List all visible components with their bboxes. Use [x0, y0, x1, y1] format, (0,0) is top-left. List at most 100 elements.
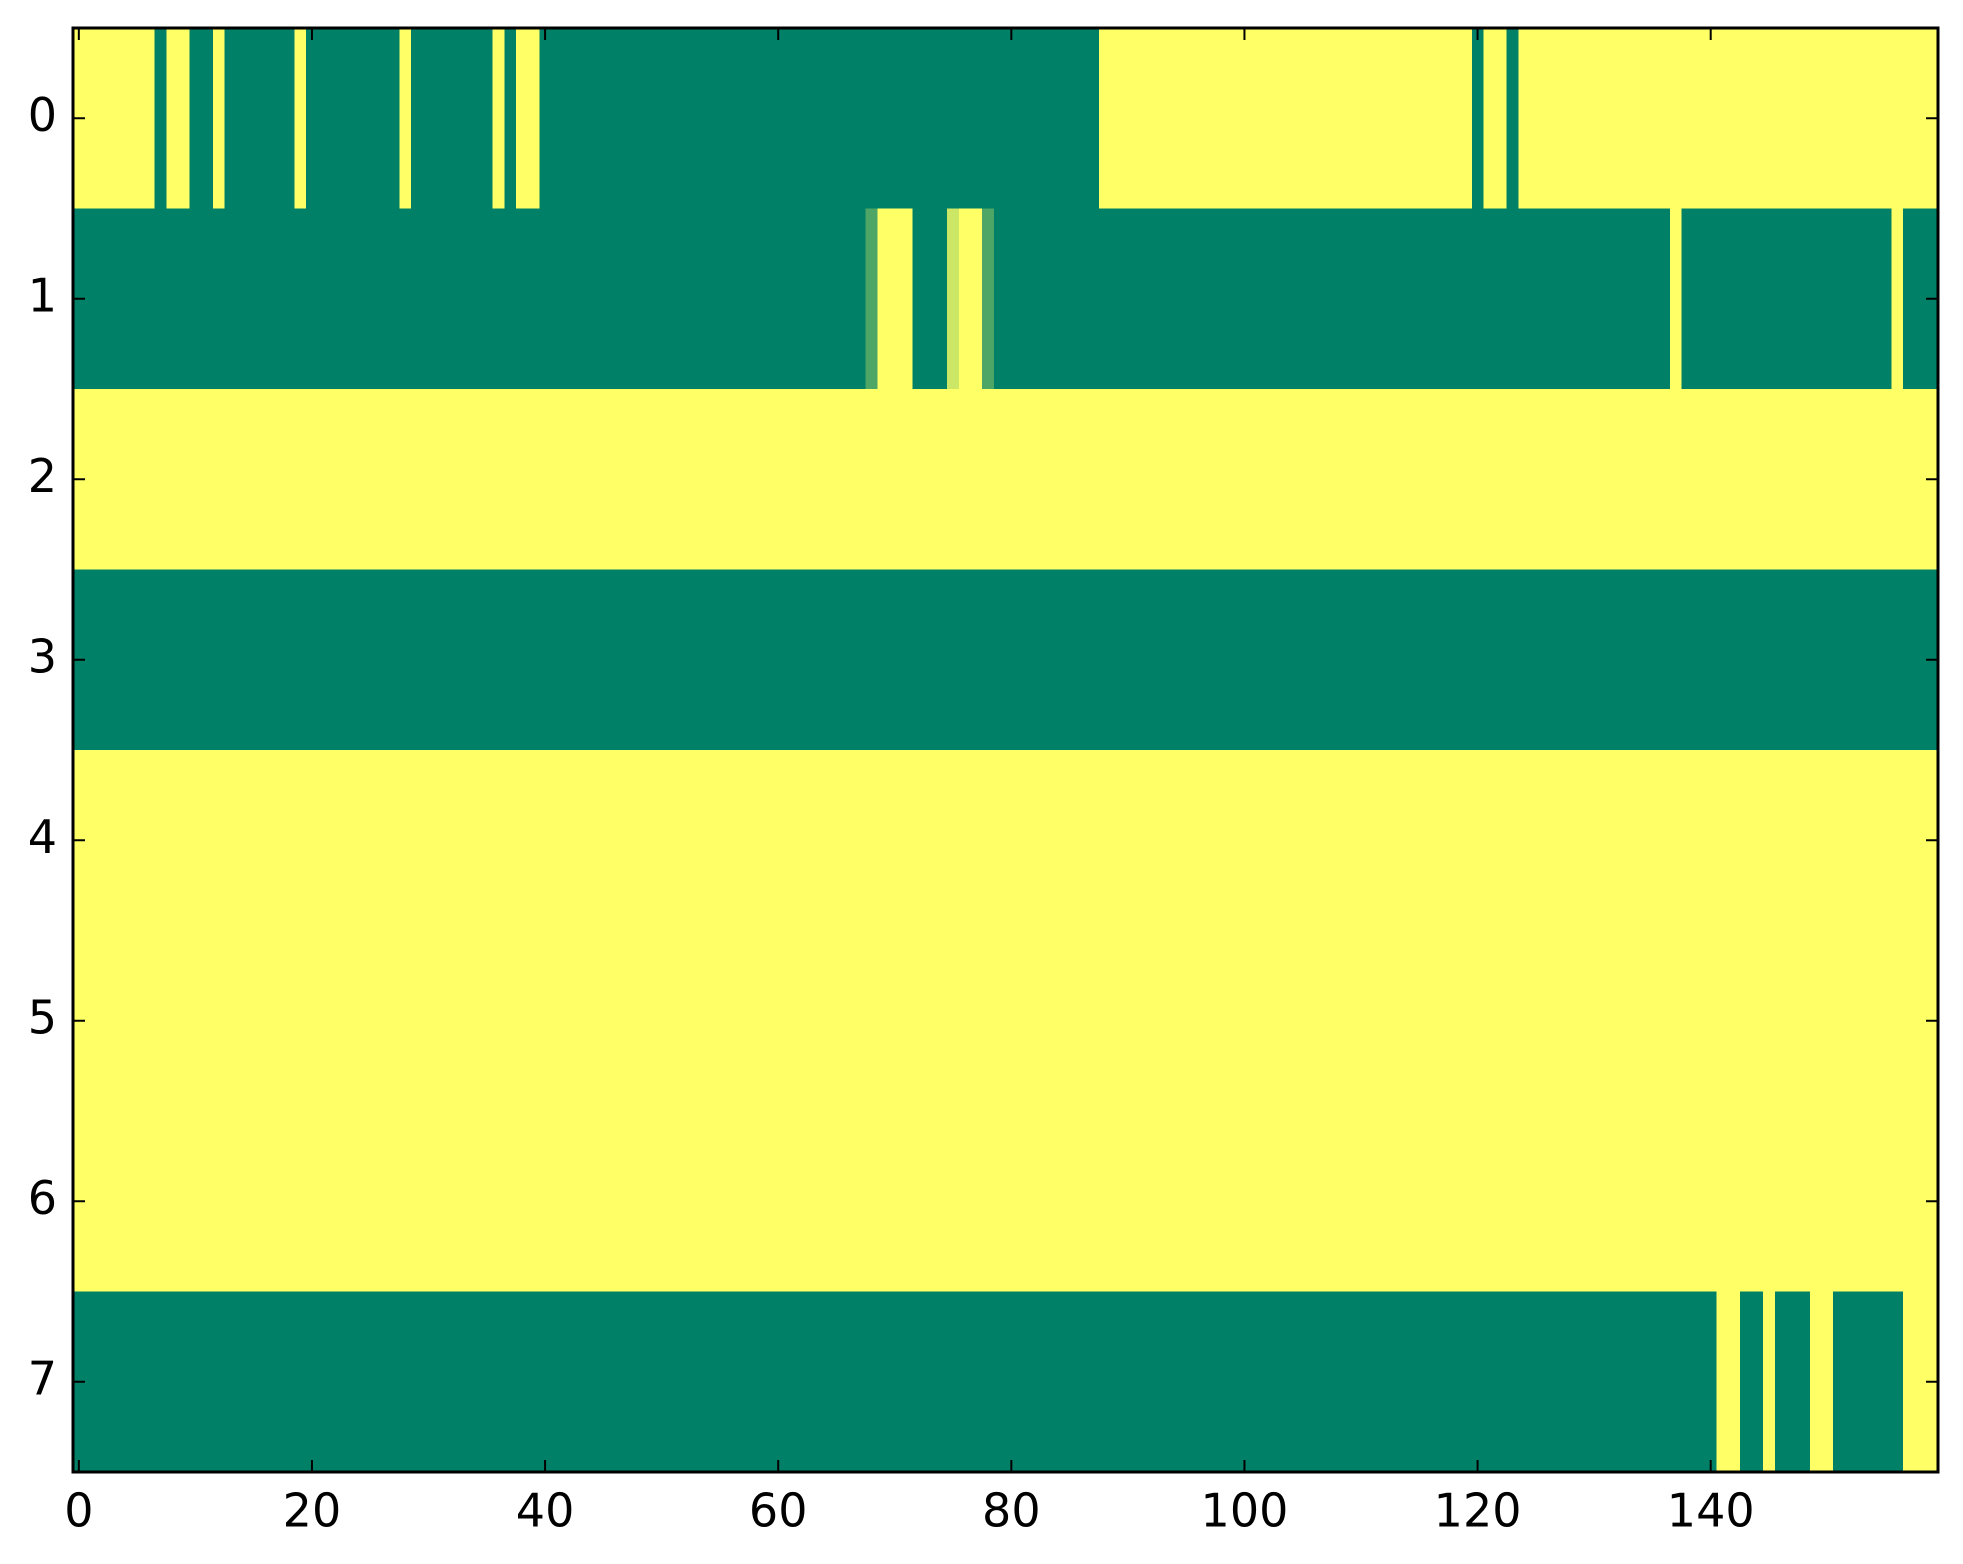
heatmap-cell [1378, 1111, 1391, 1293]
heatmap-cell [1448, 930, 1461, 1112]
heatmap-cell [317, 750, 331, 932]
heatmap-cell [1075, 389, 1088, 571]
heatmap-cell [1378, 28, 1391, 210]
heatmap-cell [329, 28, 342, 210]
heatmap-cell [550, 569, 564, 751]
heatmap-cell [1413, 1291, 1426, 1473]
heatmap-cell [364, 750, 377, 932]
heatmap-cell [784, 1111, 797, 1293]
heatmap-cell [1192, 389, 1205, 571]
heatmap-cell [1821, 750, 1834, 932]
heatmap-cell [807, 208, 820, 390]
heatmap-cell [795, 930, 808, 1112]
heatmap-cell [457, 208, 470, 390]
heatmap-cell [1891, 28, 1904, 210]
heatmap-cell [399, 208, 412, 390]
heatmap-cell [1238, 930, 1251, 1112]
heatmap-cell [1495, 208, 1508, 390]
heatmap-cell [1168, 930, 1181, 1112]
heatmap-cell [271, 389, 284, 571]
heatmap-cell [690, 28, 704, 210]
heatmap-cell [1180, 1291, 1193, 1473]
heatmap-cell [1821, 930, 1834, 1112]
heatmap-cell [667, 208, 680, 390]
heatmap-cell [422, 1291, 435, 1473]
heatmap-cell [1285, 208, 1298, 390]
heatmap-cell [1133, 1111, 1146, 1293]
heatmap-cell [1110, 930, 1123, 1112]
heatmap-cell [795, 569, 808, 751]
heatmap-cell [679, 389, 692, 571]
heatmap-cell [1506, 1291, 1519, 1473]
heatmap-cell [1192, 208, 1205, 390]
heatmap-cell [282, 750, 296, 932]
heatmap-cell [1355, 569, 1368, 751]
heatmap-cell [1436, 750, 1450, 932]
heatmap-cell [550, 208, 564, 390]
heatmap-cell [947, 1111, 960, 1293]
heatmap-cell [1763, 208, 1776, 390]
heatmap-cell [1763, 1291, 1776, 1473]
heatmap-cell [119, 930, 132, 1112]
heatmap-cell [912, 930, 925, 1112]
heatmap-cell [1728, 28, 1741, 210]
heatmap-cell [446, 1291, 459, 1473]
heatmap-cell [236, 750, 249, 932]
heatmap-cell [539, 208, 552, 390]
heatmap-cell [1413, 208, 1426, 390]
heatmap-cell [574, 389, 587, 571]
heatmap-cell [1868, 208, 1881, 390]
heatmap-cell [1180, 930, 1193, 1112]
heatmap-cell [1739, 28, 1753, 210]
heatmap-cell [236, 1111, 249, 1293]
heatmap-cell [947, 569, 960, 751]
heatmap-cell [912, 569, 925, 751]
heatmap-cell [480, 28, 494, 210]
heatmap-cell [411, 1291, 424, 1473]
heatmap-cell [201, 1111, 214, 1293]
heatmap-cell [912, 28, 925, 210]
heatmap-cell [177, 28, 191, 210]
heatmap-cell [1226, 28, 1240, 210]
heatmap-cell [504, 1111, 517, 1293]
heatmap-cell [1471, 569, 1485, 751]
heatmap-cell [819, 389, 832, 571]
heatmap-cell [644, 930, 657, 1112]
heatmap-cell [1343, 1291, 1356, 1473]
heatmap-cell [1739, 1291, 1753, 1473]
heatmap-cell [434, 930, 447, 1112]
heatmap-cell [807, 1111, 820, 1293]
heatmap-cell [1693, 569, 1706, 751]
heatmap-cell [1436, 930, 1450, 1112]
heatmap-cell [1215, 569, 1228, 751]
heatmap-cell [1285, 1291, 1298, 1473]
heatmap-cell [609, 389, 622, 571]
heatmap-cell [1087, 1111, 1100, 1293]
heatmap-cell [585, 389, 599, 571]
heatmap-cell [1063, 1111, 1077, 1293]
heatmap-cell [1763, 750, 1776, 932]
heatmap-cell [1553, 28, 1566, 210]
heatmap-cell [888, 389, 902, 571]
heatmap-cell [784, 208, 797, 390]
heatmap-cell [1681, 750, 1694, 932]
heatmap-cell [807, 750, 820, 932]
heatmap-cell [1390, 930, 1403, 1112]
heatmap-cell [1704, 28, 1718, 210]
heatmap-cell [609, 750, 622, 932]
heatmap-cell [1401, 569, 1415, 751]
heatmap-cell [306, 750, 319, 932]
heatmap-cell [1017, 1291, 1030, 1473]
heatmap-cell [585, 569, 599, 751]
heatmap-cell [585, 930, 599, 1112]
heatmap-cell [166, 28, 179, 210]
heatmap-cell [212, 1291, 226, 1473]
heatmap-cell [679, 208, 692, 390]
heatmap-cell [1833, 750, 1846, 932]
heatmap-cell [1331, 389, 1345, 571]
heatmap-cell [1576, 569, 1589, 751]
heatmap-cell [294, 208, 307, 390]
heatmap-cell [632, 930, 645, 1112]
heatmap-cell [1751, 569, 1764, 751]
heatmap-cell [166, 569, 179, 751]
